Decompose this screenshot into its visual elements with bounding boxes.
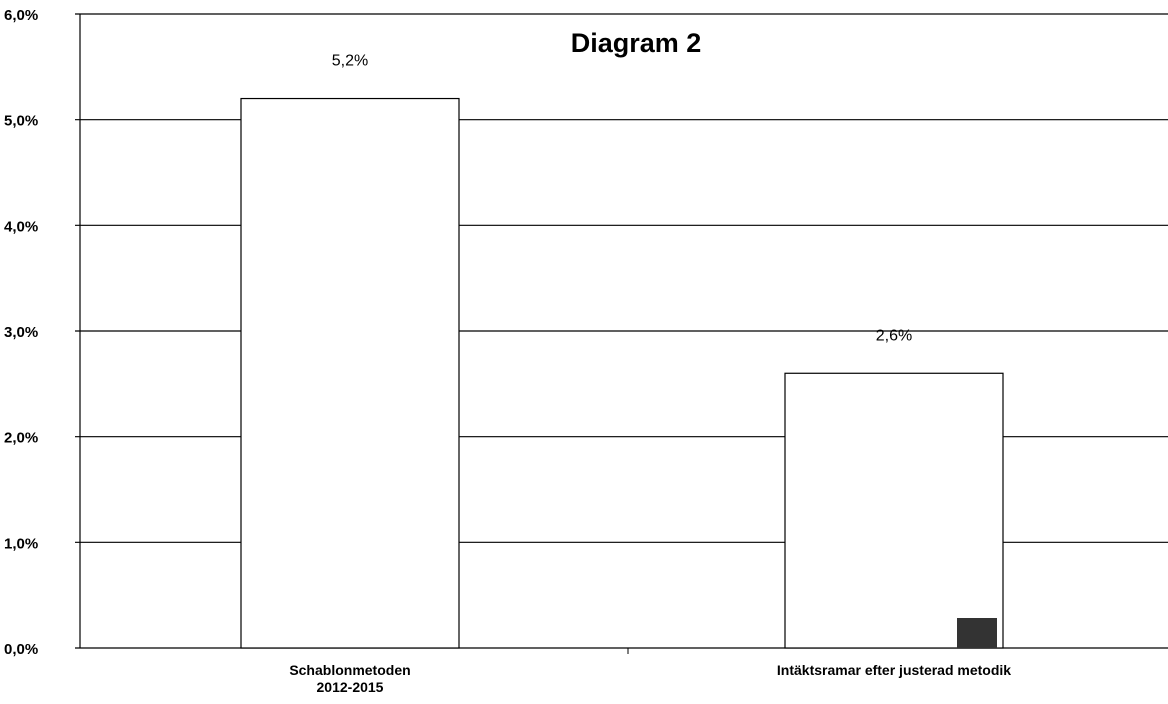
data-label: 5,2% — [332, 53, 368, 70]
data-label: 2,6% — [876, 327, 912, 344]
category-label: Intäktsramar efter justerad metodik — [777, 662, 1011, 678]
gridlines — [75, 13, 1168, 654]
y-axis-ticks: 0,0% 1,0% 2,0% 3,0% 4,0% 5,0% 6,0% — [4, 7, 38, 658]
bar — [784, 372, 1004, 649]
small-dark-marker — [957, 618, 997, 648]
y-tick-label: 5,0% — [4, 113, 38, 130]
chart-title: Diagram 2 — [571, 28, 702, 58]
y-tick-label: 2,0% — [4, 430, 38, 447]
category-label: Schablonmetoden — [289, 662, 410, 678]
y-tick-label: 1,0% — [4, 535, 38, 552]
y-tick-label: 0,0% — [4, 641, 38, 658]
bar — [240, 97, 460, 649]
y-tick-label: 6,0% — [4, 7, 38, 24]
y-tick-label: 3,0% — [4, 324, 38, 341]
bars — [240, 97, 1004, 649]
y-tick-label: 4,0% — [4, 218, 38, 235]
data-labels: 5,2% 2,6% — [332, 53, 912, 345]
category-label: 2012-2015 — [317, 679, 384, 695]
